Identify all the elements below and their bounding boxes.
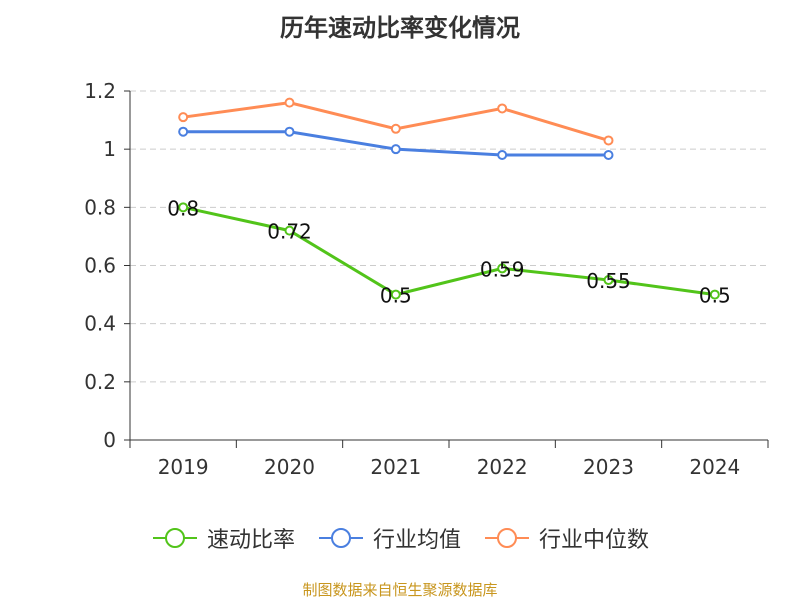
data-point	[709, 289, 720, 300]
data-point	[178, 126, 189, 137]
legend-label-1: 行业均值	[372, 528, 461, 553]
data-point	[603, 275, 614, 286]
data-point	[178, 112, 189, 123]
legend: 速动比率 行业均值 行业中位数	[0, 522, 800, 554]
x-tick-label: 2023	[583, 455, 634, 479]
data-point	[497, 103, 508, 114]
x-tick-label: 2020	[264, 455, 315, 479]
data-point	[603, 149, 614, 160]
data-label: 0.55	[586, 269, 631, 293]
x-tick-label: 2019	[158, 455, 209, 479]
data-label: 0.8	[167, 196, 199, 220]
x-tick-label: 2022	[477, 455, 528, 479]
data-point	[284, 126, 295, 137]
data-label: 0.5	[380, 284, 412, 308]
data-point	[390, 144, 401, 155]
y-tick-label: 0.2	[84, 370, 116, 394]
x-tick-label: 2024	[689, 455, 740, 479]
legend-marker-1	[318, 528, 363, 548]
data-point	[497, 149, 508, 160]
data-label: 0.5	[699, 284, 731, 308]
legend-marker-0	[152, 528, 197, 548]
legend-marker-2	[485, 528, 529, 548]
legend-item-0[interactable]: 速动比率	[151, 522, 295, 554]
legend-item-1[interactable]: 行业均值	[317, 522, 461, 554]
x-tick-label: 2021	[370, 455, 421, 479]
data-point	[390, 123, 401, 134]
data-point	[178, 202, 189, 213]
legend-label-2: 行业中位数	[539, 528, 650, 553]
legend-item-2[interactable]: 行业中位数	[483, 522, 649, 554]
series-line-2	[182, 101, 609, 142]
y-tick-label: 0.6	[84, 254, 116, 278]
data-point	[284, 97, 295, 108]
y-tick-label: 0	[103, 428, 116, 452]
data-point	[603, 135, 614, 146]
chart-title: 历年速动比率变化情况	[280, 14, 520, 42]
data-point	[497, 263, 508, 274]
data-label: 0.72	[267, 220, 312, 244]
legend-label-0: 速动比率	[206, 528, 295, 553]
series-line-0	[182, 205, 716, 297]
y-tick-label: 0.4	[84, 312, 116, 336]
data-label: 0.59	[480, 257, 525, 281]
y-tick-label: 1.2	[84, 79, 116, 103]
source-note: 制图数据来自恒生聚源数据库	[302, 581, 498, 599]
data-point	[390, 289, 401, 300]
y-tick-label: 0.8	[84, 195, 116, 219]
data-point	[284, 225, 295, 236]
y-tick-label: 1	[103, 137, 116, 161]
